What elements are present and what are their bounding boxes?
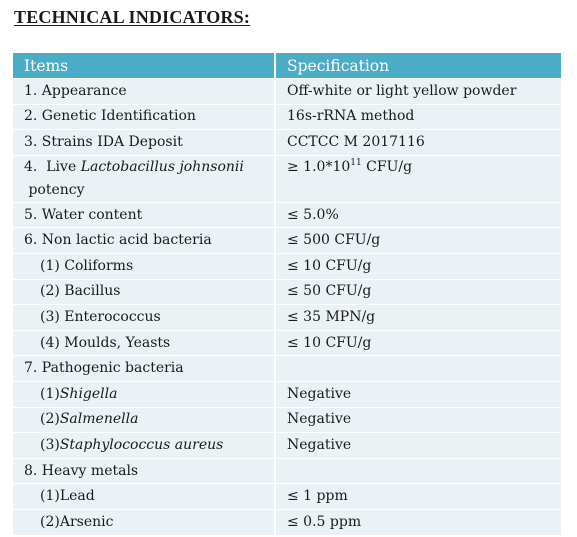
spec-cell: CCTCC M 2017116 (275, 129, 561, 156)
item-prefix: (1) (40, 385, 60, 402)
table-row: 3. Strains IDA Deposit CCTCC M 2017116 (13, 129, 561, 156)
item-cell: (1) Coliforms (13, 252, 276, 280)
table-row: 6. Non lactic acid bacteria ≤ 500 CFU/g (13, 227, 561, 254)
spec-cell: ≤ 35 MPN/g (275, 304, 561, 331)
spec-cell: ≤ 500 CFU/g (275, 227, 561, 254)
item-cell: 7. Pathogenic bacteria (13, 355, 276, 382)
table-row: (1)Shigella Negative (13, 380, 561, 408)
item-cell: (4) Moulds, Yeasts (13, 329, 276, 356)
spec-cell: ≥ 1.0*1011 CFU/g (275, 154, 561, 203)
item-cell: (3) Enterococcus (13, 304, 276, 331)
table-row: 2. Genetic Identification 16s-rRNA metho… (13, 103, 561, 130)
spec-cell: ≤ 10 CFU/g (275, 252, 561, 280)
item-italic: Shigella (59, 385, 118, 402)
table-row: 4. Live Lactobacillus johnsonii potency … (13, 154, 561, 203)
table-row: 8. Heavy metals (13, 457, 561, 484)
spec-cell: Off-white or light yellow powder (275, 78, 561, 105)
spec-cell: 16s-rRNA method (275, 103, 561, 130)
spec-cell: ≤ 1 ppm (275, 483, 561, 510)
table-row: (2)Arsenic ≤ 0.5 ppm (13, 508, 561, 535)
table-row: (3)Staphylococcus aureus Negative (13, 432, 561, 459)
spec-cell: ≤ 10 CFU/g (275, 329, 561, 356)
spec-cell: Negative (275, 380, 561, 408)
spec-suffix: CFU/g (361, 158, 413, 175)
table-row: (4) Moulds, Yeasts ≤ 10 CFU/g (13, 329, 561, 356)
item-prefix: (2) (40, 411, 60, 428)
column-header-items: Items (13, 53, 276, 79)
item-cell: (1)Lead (13, 483, 276, 510)
item-cell: (2) Bacillus (13, 278, 276, 305)
spec-cell: ≤ 5.0% (275, 201, 561, 228)
table-row: (3) Enterococcus ≤ 35 MPN/g (13, 304, 561, 331)
spec-exponent: 11 (350, 157, 362, 168)
item-cell: 5. Water content (13, 201, 276, 228)
item-cell: (3)Staphylococcus aureus (13, 432, 276, 459)
item-prefix: (3) (40, 436, 60, 453)
item-cell: (2)Arsenic (13, 508, 276, 535)
item-cell: 8. Heavy metals (13, 457, 276, 484)
table-row: (2)Salmenella Negative (13, 406, 561, 433)
spec-prefix: ≥ 1.0*10 (287, 158, 351, 175)
item-cell: 2. Genetic Identification (13, 103, 276, 130)
item-italic: Salmenella (59, 411, 139, 428)
spec-cell (275, 457, 561, 484)
item-cell: (2)Salmenella (13, 406, 276, 433)
table-row: 5. Water content ≤ 5.0% (13, 201, 561, 228)
item-cell: 1. Appearance (13, 78, 276, 105)
table-row: (1)Lead ≤ 1 ppm (13, 483, 561, 510)
table-row: (2) Bacillus ≤ 50 CFU/g (13, 278, 561, 305)
table-row: (1) Coliforms ≤ 10 CFU/g (13, 252, 561, 280)
table-header-row: Items Specification (13, 53, 561, 79)
item-cell: 4. Live Lactobacillus johnsonii potency (13, 154, 276, 203)
spec-cell: ≤ 50 CFU/g (275, 278, 561, 305)
item-italic: Staphylococcus aureus (59, 436, 224, 453)
table-row: 7. Pathogenic bacteria (13, 355, 561, 382)
item-cell: 6. Non lactic acid bacteria (13, 227, 276, 254)
spec-cell: Negative (275, 406, 561, 433)
spec-cell: ≤ 0.5 ppm (275, 508, 561, 535)
item-prefix: 4. Live (24, 158, 81, 175)
item-cell: 3. Strains IDA Deposit (13, 129, 276, 156)
item-cell: (1)Shigella (13, 380, 276, 408)
spec-cell: Negative (275, 432, 561, 459)
technical-indicators-table: Items Specification 1. Appearance Off-wh… (13, 53, 561, 535)
page-title: TECHNICAL INDICATORS: (14, 7, 251, 27)
spec-cell (275, 355, 561, 382)
item-suffix: potency (24, 181, 85, 198)
column-header-specification: Specification (275, 53, 561, 79)
table-row: 1. Appearance Off-white or light yellow … (13, 78, 561, 105)
item-italic: Lactobacillus johnsonii (80, 158, 244, 175)
